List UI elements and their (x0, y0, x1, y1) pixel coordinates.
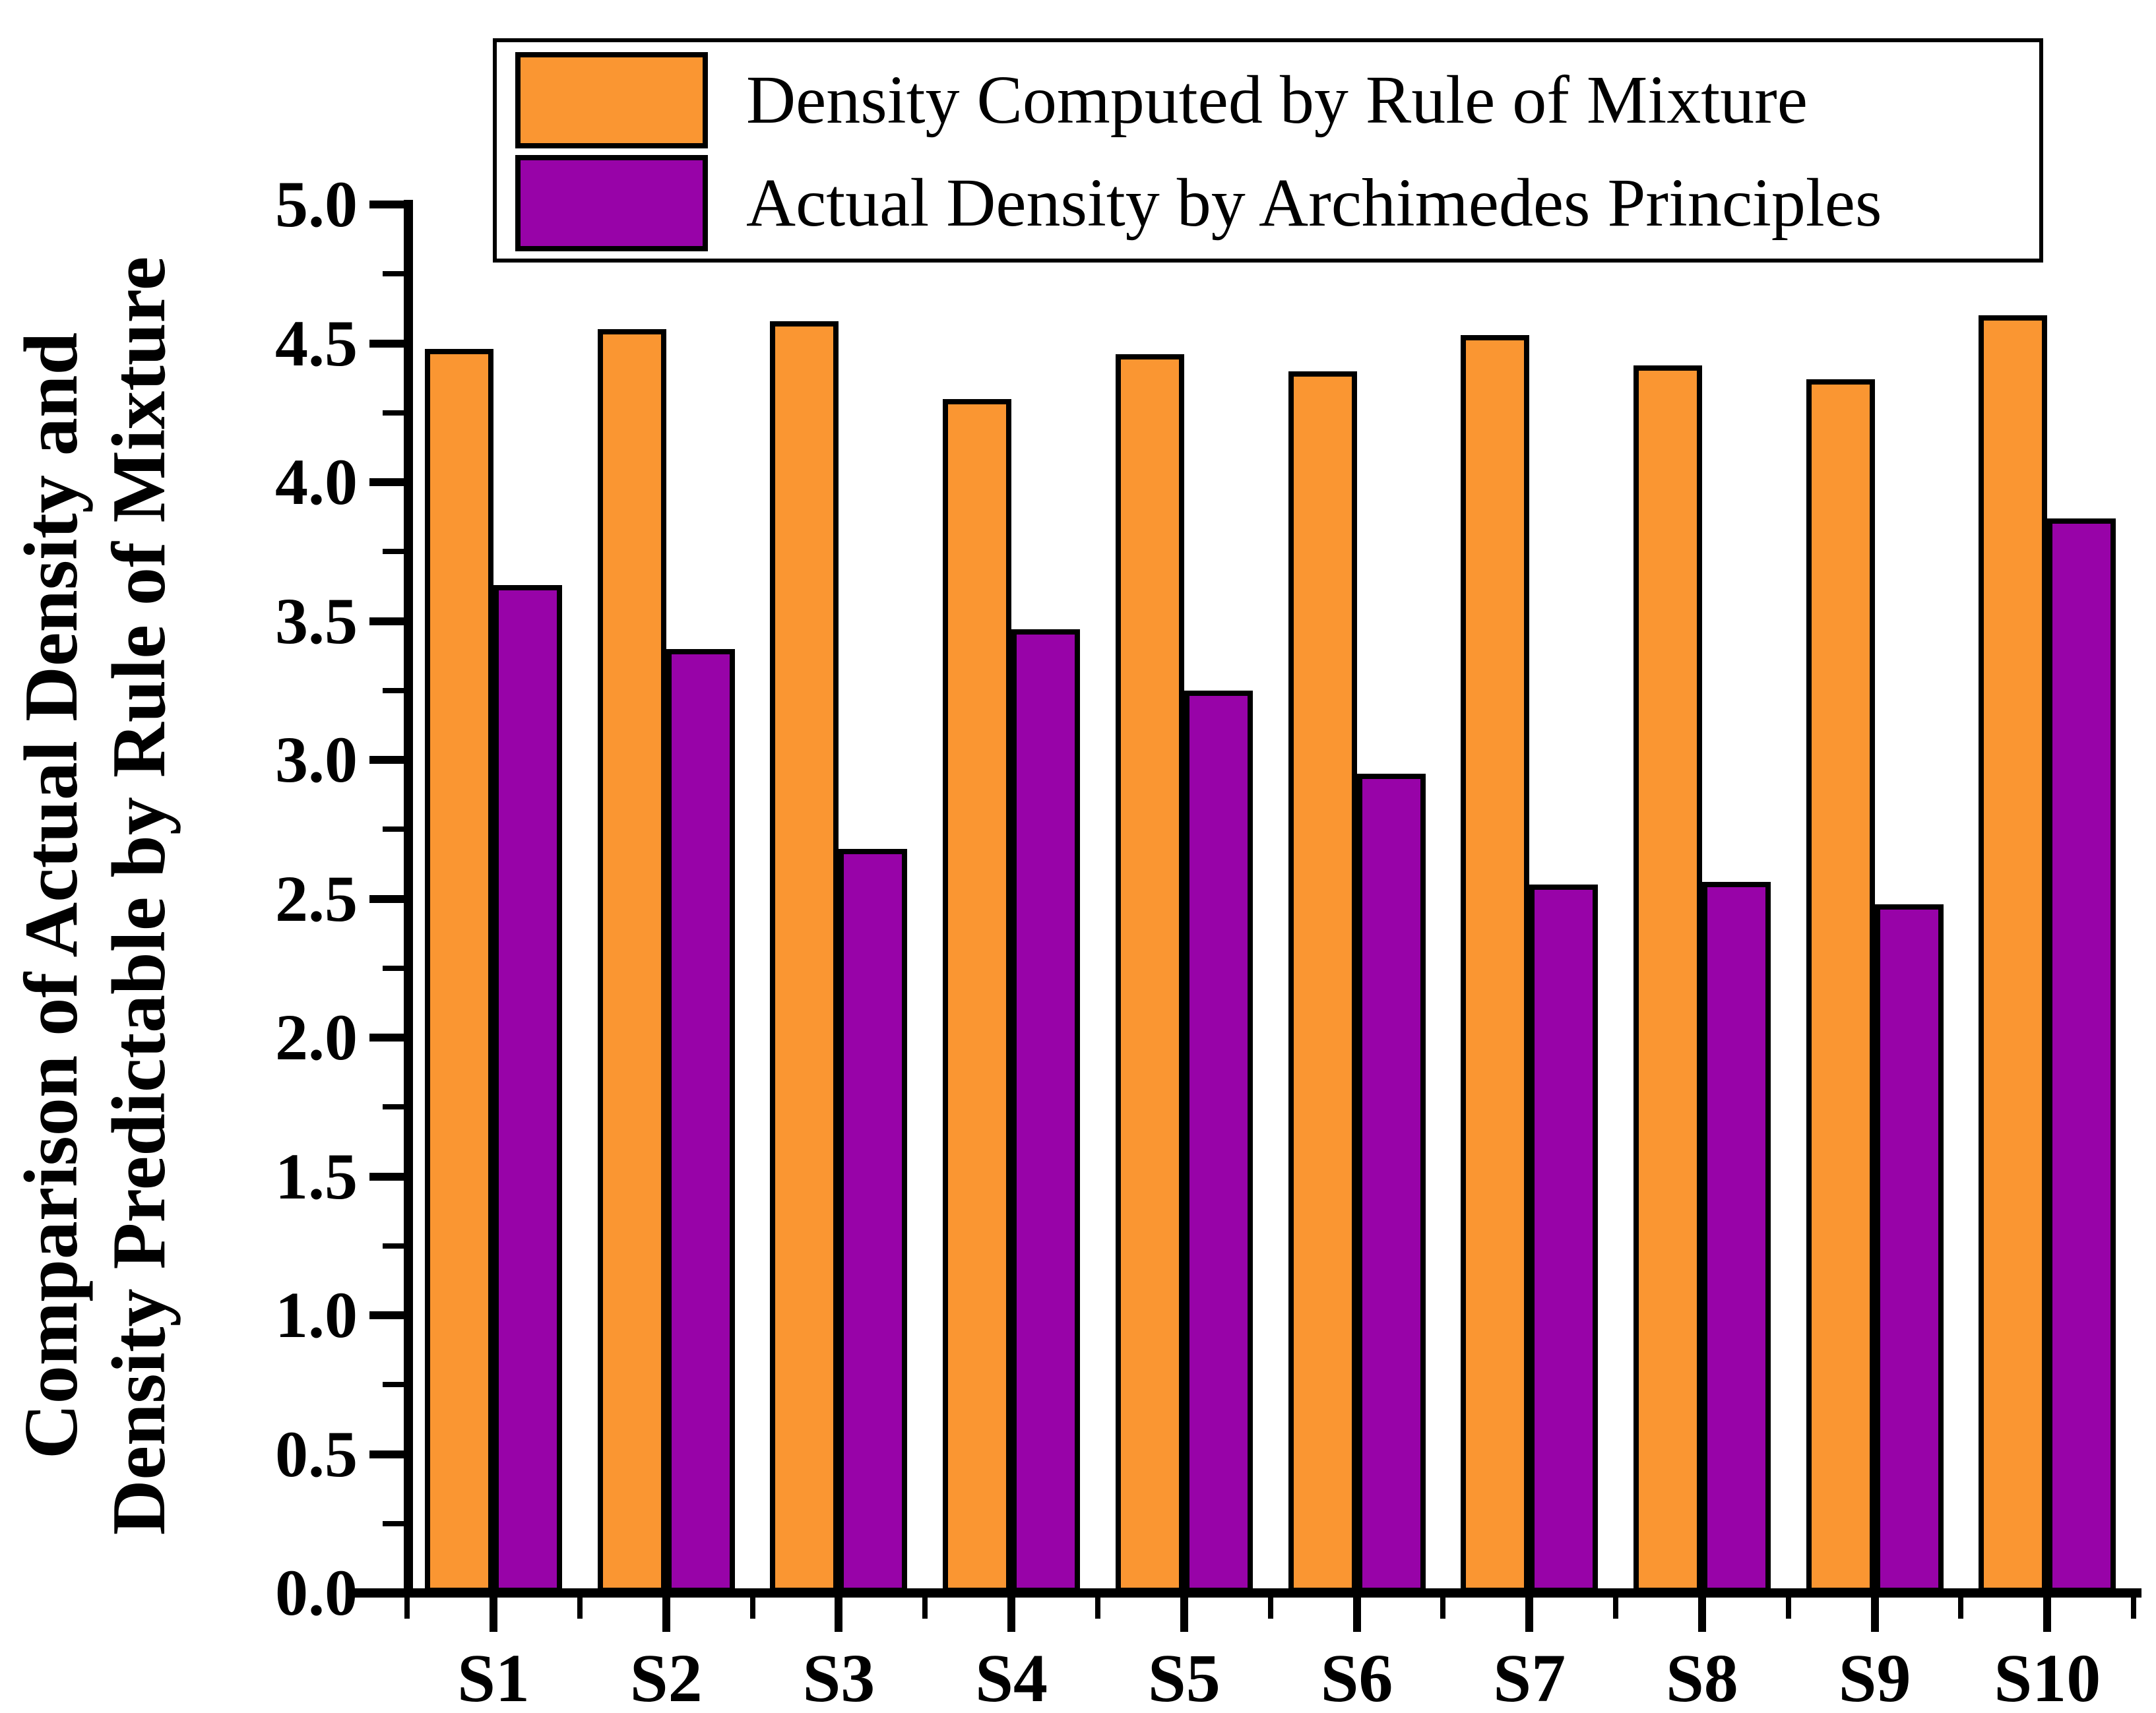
legend-swatch-rule-of-mixture (515, 52, 708, 148)
y-major-tick (369, 1034, 404, 1042)
legend-item-rule-of-mixture: Density Computed by Rule of Mixture (515, 49, 2039, 152)
y-minor-tick (383, 1382, 404, 1388)
bar-archimedes-s2 (666, 649, 735, 1593)
legend-label-rule-of-mixture: Density Computed by Rule of Mixture (746, 62, 1808, 138)
x-minor-tick (1613, 1598, 1619, 1619)
x-minor-tick (1440, 1598, 1446, 1619)
x-major-tick (1525, 1598, 1534, 1632)
y-tick-label: 0.5 (275, 1417, 358, 1491)
x-major-tick (835, 1598, 843, 1632)
x-minor-tick (1958, 1598, 1964, 1619)
bar-archimedes-s9 (1874, 904, 1944, 1593)
x-minor-tick (922, 1598, 928, 1619)
x-minor-tick (1094, 1598, 1100, 1619)
y-tick-label: 1.5 (275, 1139, 358, 1213)
y-tick-label: 5.0 (275, 168, 358, 241)
y-major-tick (369, 1450, 404, 1458)
bar-archimedes-s3 (839, 849, 908, 1593)
y-axis-title-line-2: Density Predictable by Rule of Mixture (97, 256, 181, 1536)
x-minor-tick (749, 1598, 755, 1619)
bar-rule-of-mixture-s10 (1979, 315, 2048, 1593)
y-major-tick (369, 1172, 404, 1181)
x-major-tick (1697, 1598, 1706, 1632)
x-minor-tick (1267, 1598, 1273, 1619)
y-axis-title-line-1: Comparison of Actual Density and (9, 332, 94, 1459)
bar-rule-of-mixture-s2 (597, 329, 666, 1593)
x-axis-line (348, 1588, 2141, 1598)
x-category-label: S7 (1493, 1640, 1566, 1713)
x-category-label: S6 (1320, 1640, 1393, 1713)
x-minor-tick (404, 1598, 410, 1619)
bar-rule-of-mixture-s7 (1461, 335, 1530, 1593)
legend-swatch-archimedes (515, 155, 708, 251)
y-tick-label: 2.5 (275, 861, 358, 935)
y-tick-label: 0.0 (275, 1556, 358, 1629)
x-major-tick (1180, 1598, 1188, 1632)
y-minor-tick (383, 965, 404, 971)
bar-rule-of-mixture-s5 (1115, 354, 1184, 1593)
bar-rule-of-mixture-s6 (1288, 371, 1357, 1593)
legend-item-archimedes: Actual Density by Archimedes Principles (515, 152, 2039, 255)
y-major-tick (369, 478, 404, 486)
x-category-label: S3 (802, 1640, 875, 1713)
y-minor-tick (383, 271, 404, 277)
bar-archimedes-s10 (2047, 518, 2116, 1593)
y-axis-title: Comparison of Actual Density and Density… (8, 144, 183, 1648)
bar-archimedes-s5 (1184, 691, 1253, 1593)
x-major-tick (490, 1598, 497, 1632)
x-minor-tick (577, 1598, 583, 1619)
bar-archimedes-s8 (1701, 882, 1771, 1593)
bar-rule-of-mixture-s8 (1633, 365, 1702, 1593)
y-minor-tick (383, 1104, 404, 1110)
bar-rule-of-mixture-s3 (770, 321, 839, 1593)
y-major-tick (369, 894, 404, 903)
x-minor-tick (2131, 1598, 2137, 1619)
y-tick-label: 4.5 (275, 306, 358, 380)
x-category-label: S8 (1665, 1640, 1738, 1713)
x-major-tick (662, 1598, 670, 1632)
x-category-label: S4 (975, 1640, 1048, 1713)
x-major-tick (2043, 1598, 2052, 1632)
y-major-tick (369, 617, 404, 625)
bar-rule-of-mixture-s9 (1806, 379, 1875, 1593)
y-axis-line (404, 200, 413, 1598)
x-category-label: S2 (629, 1640, 703, 1713)
bar-archimedes-s6 (1356, 774, 1426, 1593)
bar-archimedes-s1 (493, 585, 562, 1593)
legend: Density Computed by Rule of Mixture Actu… (493, 38, 2043, 263)
y-minor-tick (383, 826, 404, 832)
x-category-label: S10 (1994, 1640, 2101, 1713)
y-major-tick (369, 756, 404, 764)
bar-rule-of-mixture-s1 (425, 349, 493, 1593)
y-major-tick (369, 1311, 404, 1319)
bar-archimedes-s4 (1011, 629, 1081, 1593)
y-tick-label: 3.0 (275, 723, 358, 796)
y-tick-label: 1.0 (275, 1278, 358, 1352)
bar-archimedes-s7 (1529, 885, 1599, 1593)
x-category-label: S1 (457, 1640, 530, 1713)
y-minor-tick (383, 1520, 404, 1526)
bar-rule-of-mixture-s4 (943, 399, 1012, 1593)
x-major-tick (1352, 1598, 1361, 1632)
y-tick-label: 3.5 (275, 584, 358, 658)
y-major-tick (369, 201, 404, 208)
x-category-label: S9 (1838, 1640, 1911, 1713)
y-minor-tick (383, 549, 404, 555)
y-minor-tick (383, 1243, 404, 1249)
y-major-tick (369, 339, 404, 348)
legend-label-archimedes: Actual Density by Archimedes Principles (746, 165, 1882, 241)
y-tick-label: 4.0 (275, 445, 358, 518)
y-tick-label: 2.0 (275, 1001, 358, 1074)
y-minor-tick (383, 410, 404, 416)
x-major-tick (1870, 1598, 1879, 1632)
y-minor-tick (383, 687, 404, 693)
x-minor-tick (1785, 1598, 1791, 1619)
x-category-label: S5 (1147, 1640, 1221, 1713)
x-major-tick (1007, 1598, 1016, 1632)
